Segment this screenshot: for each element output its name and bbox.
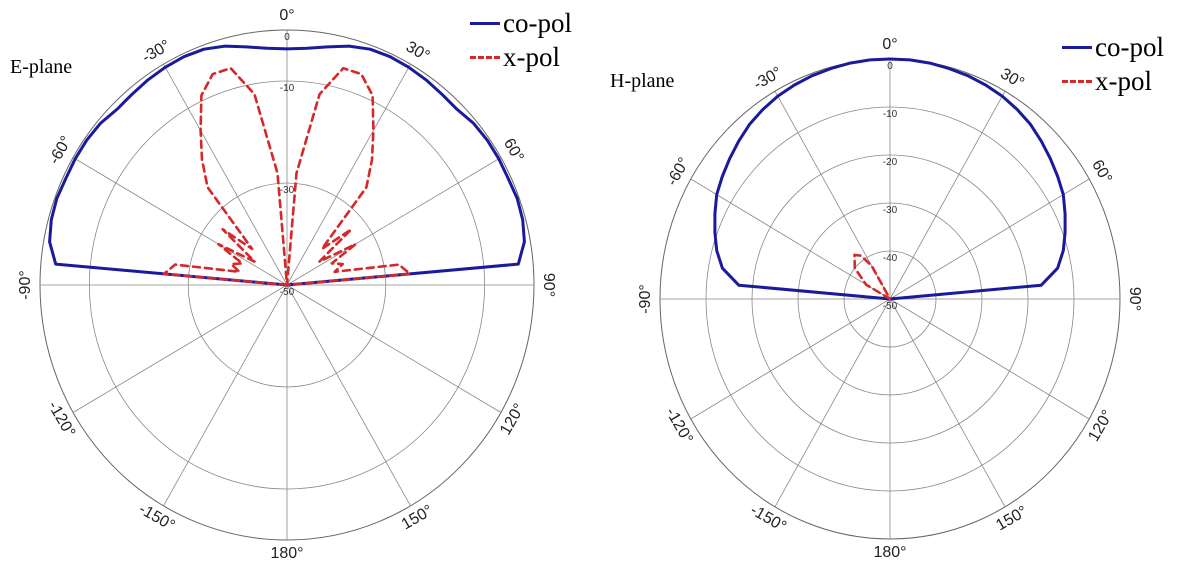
radial-tick-label: -30 [883, 205, 898, 216]
angular-grid-spoke [774, 298, 891, 508]
angle-tick-label: 90° [540, 273, 557, 297]
angle-tick-label: 60° [500, 136, 527, 165]
radial-tick-label: -30 [280, 185, 295, 196]
radial-tick-label: -40 [883, 253, 898, 264]
legend-swatch-co-pol [1062, 45, 1092, 49]
angular-grid-spoke [163, 284, 288, 507]
angle-tick-label: -90° [637, 284, 654, 314]
angle-tick-label: 0° [279, 7, 294, 24]
legend-swatch-co-pol [470, 21, 500, 25]
angle-tick-label: 90° [1126, 287, 1143, 311]
angle-tick-label: 30° [403, 38, 432, 65]
legend-swatch-x-pol [470, 55, 500, 59]
angle-tick-label: -120° [662, 405, 696, 447]
e-plane-title: E-plane [10, 56, 73, 78]
h-plane-polar-chart: 0° 30° 60° 90° 120° 150° 180° -150° -120° -90° -60… [637, 36, 1143, 561]
legend-label-co-pol: co-pol [1095, 31, 1164, 62]
angular-grid-spoke [286, 284, 502, 413]
radial-tick-label: -50 [883, 301, 898, 312]
h-plane-legend: co-pol x-pol [1062, 30, 1164, 98]
angular-grid-spoke [286, 157, 502, 286]
angle-tick-label: 60° [1088, 157, 1115, 186]
angular-grid-spoke [690, 298, 891, 420]
angle-tick-label: 150° [399, 502, 436, 533]
angle-tick-label: -150° [747, 502, 789, 536]
radial-tick-label: -10 [280, 83, 295, 94]
angular-grid-spoke [72, 284, 288, 413]
legend-label-x-pol: x-pol [1095, 65, 1152, 96]
angular-grid-spoke [286, 284, 411, 507]
h-plane-panel: 0° 30° 60° 90° 120° 150° 180° -150° -120° -90° -60… [600, 0, 1189, 565]
angle-tick-label: 120° [1085, 407, 1116, 444]
radial-tick-label: -20 [883, 157, 898, 168]
radial-tick-label: -10 [883, 109, 898, 120]
angle-tick-label: -120° [44, 398, 78, 440]
radial-tick-label: 0 [887, 61, 893, 72]
angular-grid-spoke [72, 157, 288, 286]
angular-grid-spoke [889, 298, 1090, 420]
angle-tick-label: -30° [751, 64, 785, 94]
angle-tick-label: -30° [139, 37, 173, 67]
e-plane-polar-chart: 0° 30° 60° 90° 120° 150° 180° -150° -120° -90° -60… [17, 7, 557, 562]
legend-entry-co-pol: co-pol [470, 6, 572, 40]
angular-grid-spoke [286, 63, 411, 286]
angle-tick-label: 180° [873, 544, 906, 561]
series-line-co-pol [713, 57, 1067, 301]
radial-tick-label: -50 [280, 287, 295, 298]
series-line-x-pol [853, 253, 892, 301]
angle-tick-label: 120° [497, 401, 528, 438]
angle-tick-label: 150° [993, 503, 1030, 534]
angle-tick-label: 180° [270, 545, 303, 562]
legend-entry-co-pol: co-pol [1062, 30, 1164, 64]
h-plane-title: H-plane [610, 70, 675, 92]
series-line-x-pol [162, 66, 412, 287]
series-line-co-pol [48, 44, 526, 287]
angle-tick-label: -60° [46, 133, 76, 167]
e-plane-legend: co-pol x-pol [470, 6, 572, 74]
angle-tick-label: -60° [664, 155, 694, 189]
angle-tick-label: -150° [136, 501, 178, 535]
angular-grid-spoke [774, 90, 891, 300]
legend-label-co-pol: co-pol [503, 7, 572, 38]
angular-grid-spoke [889, 90, 1006, 300]
angle-tick-label: 0° [882, 36, 897, 53]
legend-entry-x-pol: x-pol [470, 40, 572, 74]
legend-swatch-x-pol [1062, 79, 1092, 83]
angular-grid-spoke [163, 63, 288, 286]
radial-tick-label: 0 [284, 32, 290, 43]
angle-tick-label: 30° [997, 65, 1026, 92]
e-plane-panel: 0° 30° 60° 90° 120° 150° 180° -150° -120° -90° -60… [10, 6, 572, 562]
legend-label-x-pol: x-pol [503, 41, 560, 72]
angular-grid-spoke [889, 178, 1090, 300]
angular-grid-spoke [690, 178, 891, 300]
legend-entry-x-pol: x-pol [1062, 64, 1164, 98]
angle-tick-label: -90° [17, 270, 34, 300]
angular-grid-spoke [889, 298, 1006, 508]
